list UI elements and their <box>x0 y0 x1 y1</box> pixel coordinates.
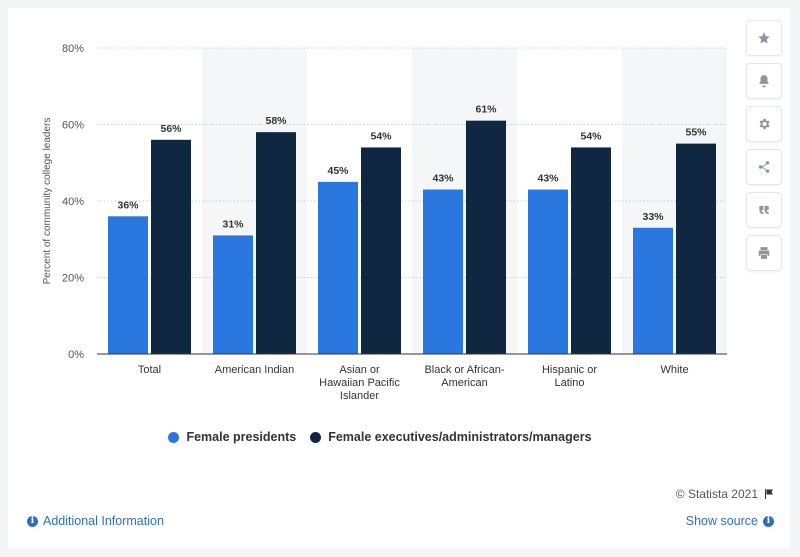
data-label: 43% <box>537 173 559 185</box>
legend-swatch-female-executives <box>310 431 322 443</box>
settings-button[interactable] <box>746 106 782 142</box>
data-label: 54% <box>580 130 602 142</box>
data-label: 36% <box>117 199 139 211</box>
x-tick-label: Asian or <box>339 364 380 376</box>
star-icon <box>758 32 770 44</box>
bar-female-presidents <box>633 227 673 354</box>
data-label: 43% <box>432 173 454 185</box>
show-source-link[interactable]: Show source i <box>686 514 774 528</box>
y-tick-label: 0% <box>68 349 84 361</box>
print-button[interactable] <box>746 235 782 271</box>
bar-female-presidents <box>108 216 148 354</box>
x-tick-label: American <box>441 377 487 389</box>
data-label: 45% <box>327 165 349 177</box>
x-tick-label: Total <box>138 364 161 376</box>
data-label: 56% <box>160 123 182 135</box>
y-tick-label: 20% <box>62 273 84 285</box>
flag-icon <box>765 489 773 499</box>
notification-button[interactable] <box>746 63 782 99</box>
additional-information-link[interactable]: i Additional Information <box>27 514 164 528</box>
y-axis-label: Percent of community college leaders <box>42 118 53 285</box>
bar-female-presidents <box>423 189 463 354</box>
bell-icon <box>759 75 769 88</box>
statista-credit[interactable]: © Statista 2021 <box>676 487 775 501</box>
favorite-button[interactable] <box>746 20 782 56</box>
x-tick-label: Hawaiian Pacific <box>319 377 400 389</box>
bar-female-presidents <box>318 181 358 354</box>
legend-item-female-presidents[interactable]: Female presidents <box>168 430 296 444</box>
data-label: 33% <box>642 211 664 223</box>
chart-legend: Female presidents Female executives/admi… <box>0 430 760 444</box>
credit-text: © Statista 2021 <box>675 487 758 501</box>
legend-label-female-presidents: Female presidents <box>186 430 297 444</box>
x-tick-label: Black or African- <box>424 364 504 376</box>
share-button[interactable] <box>746 149 782 185</box>
data-label: 61% <box>475 104 497 116</box>
legend-swatch-female-presidents <box>168 431 180 443</box>
data-label: 55% <box>685 127 707 139</box>
bar-female-executives <box>676 143 716 354</box>
x-tick-label: Islander <box>340 390 379 402</box>
x-tick-label: Latino <box>555 377 585 389</box>
quote-icon <box>759 205 769 215</box>
info-icon: i <box>763 515 774 527</box>
gear-icon <box>759 118 770 130</box>
data-label: 31% <box>222 218 244 230</box>
bar-chart: 0% 20% 40% 60% 80% Percent of community colle… <box>42 43 727 402</box>
y-tick-label: 80% <box>62 43 84 55</box>
share-icon <box>758 161 770 173</box>
bar-female-presidents <box>528 189 568 354</box>
y-tick-label: 60% <box>62 120 84 132</box>
bar-female-executives <box>466 120 506 354</box>
data-label: 54% <box>370 130 392 142</box>
cite-button[interactable] <box>746 192 782 228</box>
data-label: 58% <box>265 115 287 127</box>
bar-female-executives <box>361 147 401 354</box>
bar-female-executives <box>571 147 611 354</box>
legend-item-female-executives[interactable]: Female executives/administrators/manager… <box>310 430 592 444</box>
x-tick-label: American Indian <box>215 364 295 376</box>
bar-female-presidents <box>213 235 253 354</box>
toolbar <box>746 20 782 278</box>
x-tick-label: Hispanic or <box>542 364 597 376</box>
additional-information-label: Additional Information <box>43 514 164 528</box>
x-tick-label: White <box>660 364 688 376</box>
bar-female-executives <box>151 139 191 354</box>
print-icon <box>758 247 770 259</box>
info-icon: i <box>27 515 38 527</box>
show-source-label: Show source <box>685 514 758 528</box>
legend-label-female-executives: Female executives/administrators/manager… <box>328 430 592 444</box>
bar-female-executives <box>256 132 296 354</box>
y-tick-label: 40% <box>62 196 84 208</box>
